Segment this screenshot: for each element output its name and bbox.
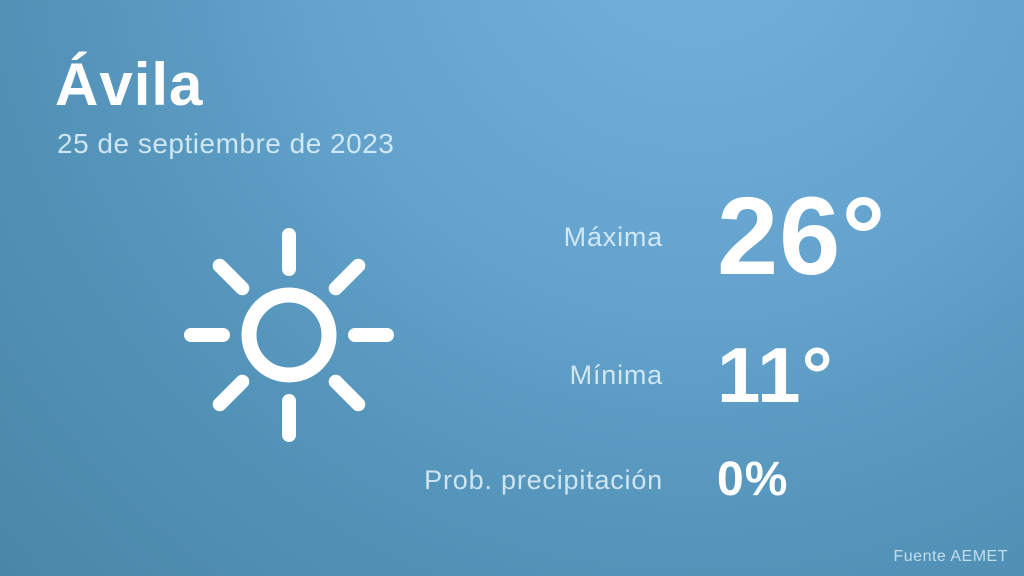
- min-temp-row: Mínima 11°: [360, 330, 980, 420]
- sun-icon: [179, 225, 399, 445]
- source-credit: Fuente AEMET: [893, 548, 1008, 565]
- page-title: Ávila: [55, 51, 204, 118]
- precip-prob-value: 0%: [717, 453, 789, 506]
- precip-prob-label: Prob. precipitación: [424, 464, 663, 495]
- precip-prob-row: Prob. precipitación 0%: [360, 448, 980, 512]
- max-temp-value: 26°: [717, 175, 887, 298]
- min-temp-value: 11°: [717, 331, 834, 419]
- date-label: 25 de septiembre de 2023: [57, 128, 395, 159]
- max-temp-row: Máxima 26°: [360, 168, 980, 306]
- min-temp-label: Mínima: [569, 359, 663, 390]
- max-temp-label: Máxima: [563, 221, 663, 252]
